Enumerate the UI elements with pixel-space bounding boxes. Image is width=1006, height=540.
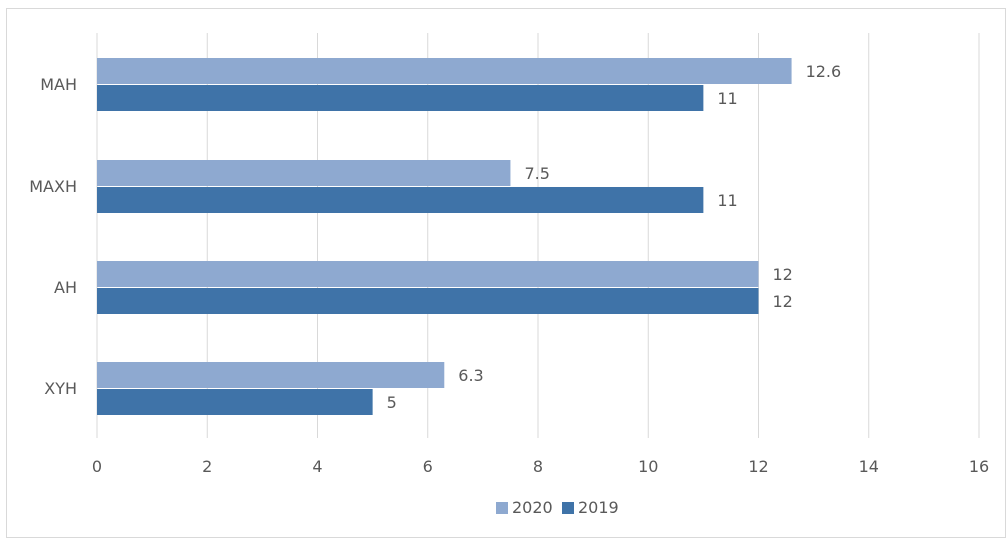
x-tick-label: 12	[748, 457, 768, 476]
data-label: 11	[717, 191, 737, 210]
x-tick-label: 16	[969, 457, 989, 476]
category-label: MAXH	[29, 177, 77, 196]
bar-2019-maxh	[97, 187, 704, 213]
data-label: 12	[773, 265, 793, 284]
x-tick-label: 6	[423, 457, 433, 476]
bar-2020-mah	[97, 58, 792, 84]
legend-swatch-2019	[562, 502, 574, 514]
x-tick-labels: 0 2 4 6 8 10 12 14 16	[92, 457, 989, 476]
data-label: 7.5	[524, 164, 549, 183]
x-tick-label: 10	[638, 457, 658, 476]
category-label: XYH	[44, 379, 77, 398]
legend-label-2019: 2019	[578, 498, 619, 517]
data-labels: 12.6 11 7.5 11 12 12 6.3 5	[387, 62, 842, 412]
bar-2019-ah	[97, 288, 759, 314]
data-label: 5	[387, 393, 397, 412]
x-tick-label: 14	[859, 457, 879, 476]
bar-2019-xyh	[97, 389, 373, 415]
bars	[97, 58, 792, 415]
bar-2020-maxh	[97, 160, 511, 186]
x-tick-label: 8	[533, 457, 543, 476]
bar-2020-ah	[97, 261, 759, 287]
category-label: MAH	[40, 75, 77, 94]
legend-swatch-2020	[496, 502, 508, 514]
data-label: 12	[773, 292, 793, 311]
data-label: 11	[717, 89, 737, 108]
data-label: 12.6	[806, 62, 842, 81]
x-tick-label: 0	[92, 457, 102, 476]
x-tick-label: 4	[312, 457, 322, 476]
legend-label-2020: 2020	[512, 498, 553, 517]
x-tick-label: 2	[202, 457, 212, 476]
category-labels: MAH MAXH AH XYH	[29, 75, 77, 398]
legend: 2020 2019	[496, 498, 619, 517]
category-label: AH	[54, 278, 77, 297]
bar-2019-mah	[97, 85, 704, 111]
data-label: 6.3	[458, 366, 483, 385]
bar-2020-xyh	[97, 362, 445, 388]
